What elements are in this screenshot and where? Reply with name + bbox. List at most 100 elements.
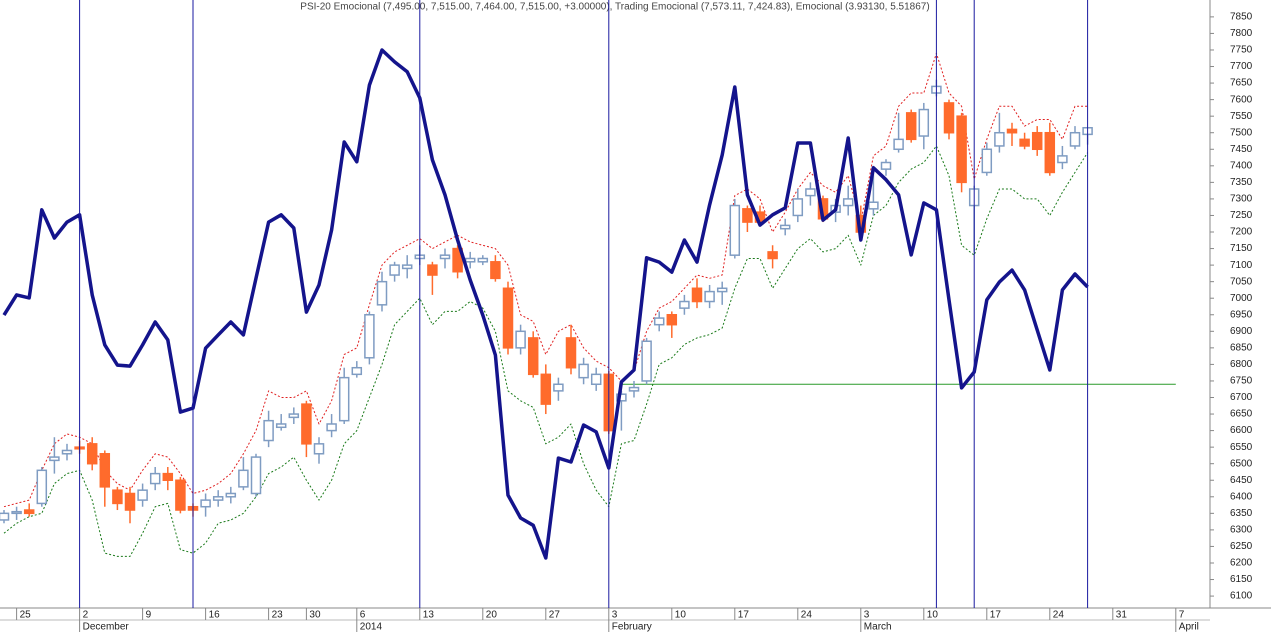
candle-body <box>23 509 35 515</box>
candle-body <box>364 314 375 359</box>
candle-body <box>1031 131 1043 151</box>
x-tick-label: 3 <box>864 610 870 621</box>
candle-body <box>490 261 501 280</box>
y-tick-label: 7850 <box>1230 12 1253 23</box>
candle-body <box>994 131 1005 147</box>
y-tick-label: 7600 <box>1230 94 1253 105</box>
y-tick-label: 7650 <box>1230 78 1253 89</box>
y-tick-label: 6350 <box>1230 508 1253 519</box>
candle-body <box>288 413 300 419</box>
x-tick-label: 7 <box>1179 610 1185 621</box>
y-tick-label: 6400 <box>1230 491 1253 502</box>
month-label: December <box>83 622 130 632</box>
x-tick-label: 10 <box>675 610 687 621</box>
candle-body <box>86 443 98 465</box>
chart-title: PSI-20 Emocional (7,495.00, 7,515.00, 7,… <box>300 2 929 13</box>
month-label: 2014 <box>360 622 383 632</box>
candle-body <box>880 161 892 170</box>
y-tick-label: 6650 <box>1230 409 1253 420</box>
candle-body <box>351 366 363 376</box>
y-tick-label: 6950 <box>1230 309 1253 320</box>
candle-body <box>956 115 967 184</box>
month-label: March <box>864 622 892 632</box>
y-tick-label: 6300 <box>1230 525 1253 536</box>
candle-body <box>716 287 728 293</box>
x-tick-label: 17 <box>990 610 1002 621</box>
candle-body <box>679 300 690 309</box>
candle-body <box>653 317 665 326</box>
candle-body <box>527 337 539 376</box>
y-tick-label: 7750 <box>1230 45 1253 56</box>
y-tick-label: 7500 <box>1230 127 1253 138</box>
candle-body <box>565 337 577 369</box>
candle-body <box>427 264 438 276</box>
candle-body <box>389 264 400 276</box>
candle-body <box>616 393 627 402</box>
y-tick-label: 6850 <box>1230 342 1253 353</box>
x-tick-label: 13 <box>423 610 435 621</box>
candle-body <box>11 510 22 515</box>
candle-body <box>376 280 388 306</box>
x-tick-label: 24 <box>801 610 813 621</box>
y-tick-label: 7150 <box>1230 243 1253 254</box>
x-tick-label: 31 <box>1116 610 1128 621</box>
candle-body <box>301 403 312 445</box>
y-tick-label: 7400 <box>1230 160 1253 171</box>
candle-body <box>200 499 211 508</box>
y-tick-label: 6550 <box>1230 442 1253 453</box>
candle-body <box>868 201 879 210</box>
y-tick-label: 6700 <box>1230 392 1253 403</box>
month-label: April <box>1179 622 1199 632</box>
y-tick-label: 7000 <box>1230 293 1253 304</box>
candle-body <box>452 247 463 273</box>
candle-body <box>792 198 804 217</box>
y-tick-label: 6500 <box>1230 458 1253 469</box>
candle-body <box>842 198 854 207</box>
candle-body <box>112 489 123 505</box>
y-tick-label: 7200 <box>1230 227 1253 238</box>
candle-body <box>905 112 917 141</box>
candle-body <box>1044 131 1056 174</box>
y-tick-label: 6100 <box>1230 591 1253 602</box>
candle-body <box>175 479 186 511</box>
candle-body <box>149 472 161 485</box>
candle-body <box>1006 128 1018 134</box>
candle-body <box>0 512 10 521</box>
y-tick-label: 7300 <box>1230 194 1253 205</box>
candle-body <box>767 251 778 260</box>
y-tick-label: 7550 <box>1230 111 1253 122</box>
candle-body <box>540 373 552 405</box>
y-tick-label: 7700 <box>1230 61 1253 72</box>
indicator-line <box>3 52 1088 508</box>
y-tick-label: 7450 <box>1230 144 1253 155</box>
candle-body <box>729 204 741 256</box>
candle-body <box>212 496 224 501</box>
y-tick-label: 7050 <box>1230 276 1253 287</box>
candle-body <box>338 376 350 422</box>
y-tick-label: 6900 <box>1230 326 1253 337</box>
candle-body <box>590 373 602 386</box>
candle-body <box>61 449 73 455</box>
candle-body <box>553 383 564 392</box>
candle-body <box>313 443 325 455</box>
y-tick-label: 7100 <box>1230 260 1253 271</box>
x-tick-label: 27 <box>549 610 561 621</box>
indicator-line <box>2 48 1089 560</box>
candle-body <box>628 386 640 392</box>
x-tick-label: 20 <box>486 610 498 621</box>
x-tick-label: 24 <box>1053 610 1065 621</box>
y-tick-label: 6200 <box>1230 558 1253 569</box>
candle-body <box>401 264 413 270</box>
candle-body <box>943 102 955 134</box>
candle-body <box>464 257 476 263</box>
candle-body <box>578 363 589 379</box>
candle-body <box>1019 138 1030 147</box>
x-tick-label: 17 <box>738 610 750 621</box>
candle-body <box>225 492 237 498</box>
candle-body <box>666 314 678 326</box>
candle-body <box>691 287 703 303</box>
candle-body <box>477 257 489 263</box>
x-tick-label: 25 <box>20 610 32 621</box>
y-tick-label: 6600 <box>1230 425 1253 436</box>
